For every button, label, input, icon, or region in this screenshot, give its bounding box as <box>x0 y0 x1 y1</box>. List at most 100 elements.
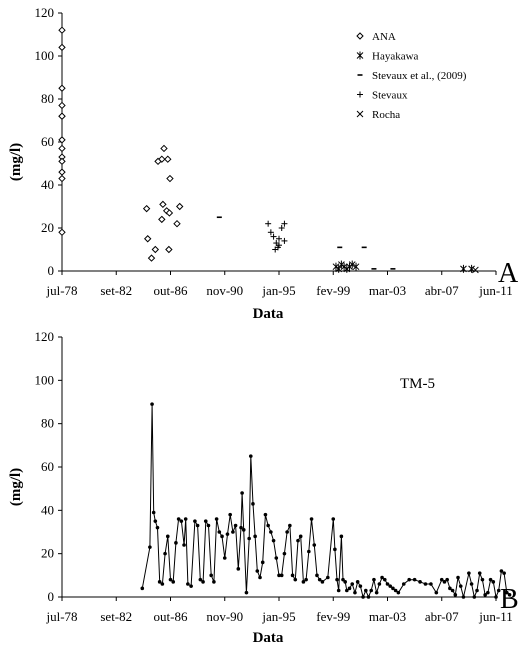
panel-a-ylabel: (mg/l) <box>8 143 24 181</box>
panel-1-data-point <box>355 580 360 584</box>
panel-1-data-point <box>179 519 184 523</box>
panel-1-data-point <box>165 534 170 539</box>
panel-1-data-point <box>247 536 251 541</box>
panel-1-data-point <box>315 573 319 578</box>
legend-marker-stroke-2 <box>356 110 364 118</box>
legend-item: Stevaux et al., (2009) <box>357 70 467 82</box>
panel-1-data-point <box>195 523 200 528</box>
panel-0-data-point-shape <box>58 84 66 92</box>
panel-1-data-point <box>251 502 255 506</box>
panel-0-x-tick-label: mar-03 <box>369 283 406 298</box>
panel-0-data-point-shape <box>144 235 152 243</box>
panel-1-data-point <box>206 523 211 528</box>
panel-0-series-3 <box>265 220 288 253</box>
panel-1-data-point <box>380 575 384 580</box>
panel-1-data-point <box>366 595 371 599</box>
panel-1-data-point <box>442 580 447 584</box>
panel-1-data-point <box>269 530 273 534</box>
panel-1-data-point <box>496 588 501 593</box>
panel-1-data-point <box>412 577 417 582</box>
panel-0-data-point <box>165 209 174 217</box>
panel-1-data-point <box>236 567 241 571</box>
legend-marker <box>356 32 364 40</box>
panel-1-data-point <box>374 590 379 595</box>
panel-1-data-point <box>467 571 471 575</box>
panel-1-data-point <box>274 556 279 560</box>
panel-1-y-tick-label: 40 <box>41 502 54 517</box>
panel-0-data-point <box>176 202 184 211</box>
panel-1-data-point <box>198 577 203 582</box>
panel-0-data-point <box>265 220 272 227</box>
panel-0-y-tick-label: 0 <box>48 263 55 278</box>
panel-0-y-tick-label: 80 <box>41 91 54 106</box>
chart-panel-b: (mg/l) Data B TM-5 0 20 40 60 80 100 120 jul-78… <box>8 329 519 646</box>
panel-1-data-point <box>483 593 487 597</box>
panel-1-data-point <box>312 543 317 547</box>
panel-1-x-tick-label: jan-95 <box>261 609 295 624</box>
legend-item: Rocha <box>356 109 400 121</box>
panel-1-data-point <box>448 586 452 591</box>
panel-1-data-point <box>307 549 311 554</box>
panel-1-data-point <box>393 588 398 593</box>
panel-1-data-point <box>277 573 281 578</box>
panel-1-data-point <box>343 580 347 584</box>
panel-1-data-point <box>153 519 158 523</box>
panel-1-data-point <box>361 595 365 599</box>
panel-1-y-tick-label: 100 <box>35 372 55 387</box>
panel-0-data-point <box>472 266 479 274</box>
panel-1-data-point <box>253 534 257 539</box>
panel-0-data-point <box>460 264 467 273</box>
panel-1-data-point <box>155 525 160 530</box>
panel-0-data-point <box>335 264 343 273</box>
panel-1-data-point <box>255 569 260 573</box>
panel-0-series-1 <box>332 260 475 273</box>
panel-0-data-point <box>272 246 279 253</box>
panel-0-x-tick-label: jan-95 <box>261 283 295 298</box>
panel-1-data-point <box>429 582 433 586</box>
panel-0-data-point-shape <box>58 26 66 34</box>
panel-0-data-point <box>173 219 181 228</box>
panel-1-data-point <box>317 577 322 582</box>
panel-0-data-point <box>144 235 152 243</box>
panel-1-data-point <box>358 584 363 588</box>
panel-1-data-point <box>241 528 246 532</box>
panel-1-data-point <box>486 590 490 595</box>
panel-1-data-point <box>388 584 393 588</box>
panel-1-data-point <box>214 517 219 521</box>
panel-b-series-label: TM-5 <box>400 376 435 392</box>
panel-1-data-point <box>377 582 382 586</box>
panel-0-data-point-shape <box>159 200 167 209</box>
panel-1-data-point <box>391 586 395 591</box>
panel-1-data-point <box>477 571 482 575</box>
panel-0-data-point <box>160 144 168 153</box>
panel-0-series-4 <box>472 266 479 274</box>
panel-1-data-point <box>193 519 197 523</box>
panel-0-data-point <box>58 26 66 34</box>
panel-1-data-point <box>494 595 498 599</box>
panel-1-data-point <box>203 519 208 523</box>
panel-1-data-point <box>176 517 181 521</box>
legend-label: Stevaux <box>372 90 408 102</box>
panel-1-data-point <box>231 530 235 534</box>
panel-1-data-point <box>301 580 306 584</box>
panel-0-data-point-shape <box>58 112 66 120</box>
panel-1-data-point <box>189 584 193 588</box>
panel-1-data-point <box>244 590 249 595</box>
legend-marker-shape <box>356 32 364 40</box>
panel-1-data-point <box>450 588 455 593</box>
panel-0-data-point <box>58 136 66 144</box>
panel-0-data-point <box>154 157 162 166</box>
panel-0-x-tick-label: jun-11 <box>478 283 512 298</box>
panel-0-data-point-shape <box>151 245 160 254</box>
panel-0-y-tick-label: 100 <box>35 48 55 63</box>
panel-0-x-tick-label: out-86 <box>154 283 188 298</box>
panel-1-data-point <box>335 577 339 582</box>
panel-1-data-point <box>445 577 449 582</box>
panel-0-data-point <box>58 228 66 237</box>
panel-b-label: B <box>500 584 519 615</box>
panel-1-data-point <box>288 523 292 528</box>
panel-0-data-point <box>468 264 475 273</box>
panel-0-data-point <box>166 174 174 183</box>
panel-1-data-point <box>174 541 178 545</box>
